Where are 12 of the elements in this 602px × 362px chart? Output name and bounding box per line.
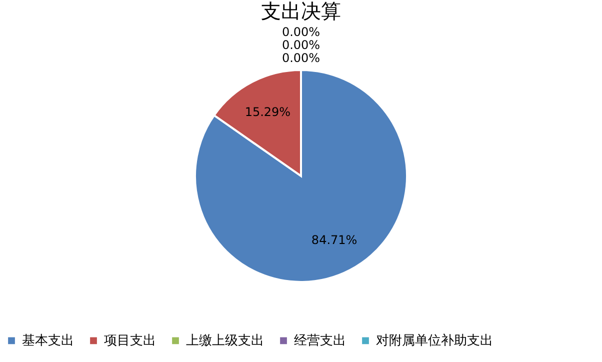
data-label: 15.29% [244,105,291,120]
legend-label: 项目支出 [104,334,156,349]
text: 0.00% [282,51,320,65]
legend-label: 上缴上级支出 [186,334,264,349]
text: 0.00% [282,38,320,52]
pie-slice [194,69,408,283]
legend-label: 经营支出 [294,334,346,349]
legend-label: 基本支出 [22,334,74,349]
data-label: 84.71% [311,232,358,247]
legend-label: 对附属单位补助支出 [376,334,493,349]
text: 0.00% [282,25,320,39]
chart-title: 支出决算 [261,0,341,23]
